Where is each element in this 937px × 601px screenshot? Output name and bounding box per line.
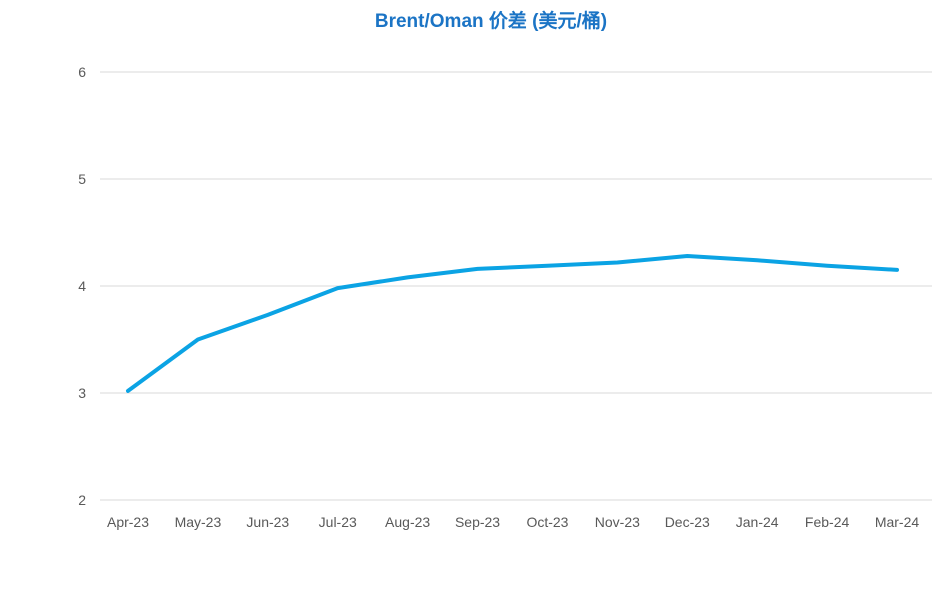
series-layer (126, 254, 899, 393)
x-axis-tick-label: Aug-23 (385, 514, 430, 530)
x-axis-tick-label: Nov-23 (595, 514, 640, 530)
x-axis-tick-label: Jan-24 (736, 514, 779, 530)
series-line (126, 254, 899, 393)
chart-title: Brent/Oman 价差 (美元/桶) (375, 9, 607, 32)
x-axis-tick-label: Jun-23 (246, 514, 289, 530)
y-axis-tick-labels: 2 3 4 5 6 (78, 64, 86, 508)
x-axis-tick-labels: Apr-23 May-23 Jun-23 Jul-23 Aug-23 Sep-23 Oct-… (107, 514, 919, 530)
y-axis-tick-label: 5 (78, 171, 86, 187)
gridlines-layer (100, 71, 932, 501)
y-axis-tick-label: 2 (78, 492, 86, 508)
x-axis-tick-label: Apr-23 (107, 514, 149, 530)
y-axis-tick-label: 3 (78, 385, 86, 401)
x-axis-tick-label: Feb-24 (805, 514, 850, 530)
y-axis-tick-label: 6 (78, 64, 86, 80)
x-axis-tick-label: Jul-23 (319, 514, 357, 530)
x-axis-tick-label: Mar-24 (875, 514, 920, 530)
x-axis-tick-label: Oct-23 (526, 514, 568, 530)
x-axis-tick-label: May-23 (175, 514, 222, 530)
x-axis-tick-label: Sep-23 (455, 514, 500, 530)
x-axis-tick-label: Dec-23 (665, 514, 710, 530)
y-axis-tick-label: 4 (78, 278, 86, 294)
